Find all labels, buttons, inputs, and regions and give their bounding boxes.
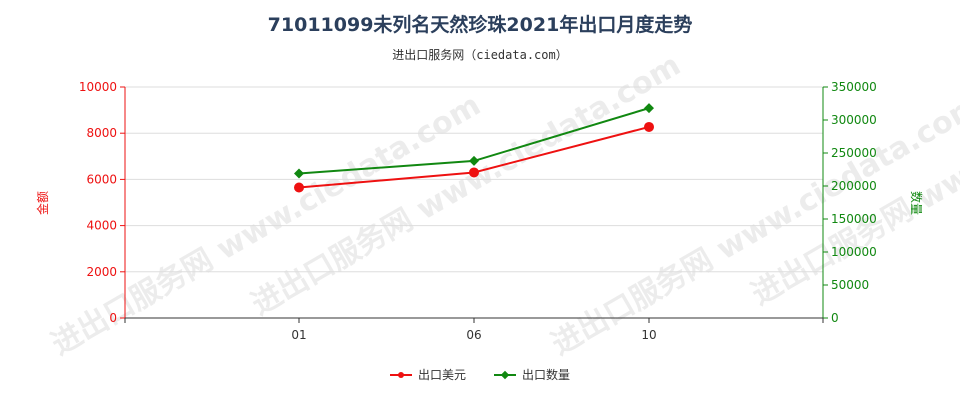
y-tick-label-right: 200000: [831, 179, 877, 193]
data-point: [469, 155, 479, 166]
y-tick-label-right: 350000: [831, 80, 877, 94]
y-axis-title-left: 金额: [35, 191, 50, 215]
y-tick-label-left: 10000: [79, 80, 117, 94]
legend-item-series-1[interactable]: 出口美元: [389, 366, 466, 383]
chart-title: 71011099未列名天然珍珠2021年出口月度走势: [267, 14, 693, 36]
legend-swatch-series-1: [389, 370, 412, 380]
data-point: [469, 167, 479, 178]
legend-item-series-2[interactable]: 出口数量: [494, 366, 570, 383]
y-tick-label-left: 8000: [86, 126, 117, 140]
legend-swatch-series-2: [494, 370, 516, 380]
y-tick-label-left: 2000: [86, 265, 117, 279]
y-tick-label-right: 150000: [831, 212, 877, 226]
data-point: [294, 168, 304, 179]
y-tick-label-right: 50000: [831, 278, 869, 292]
y-tick-label-right: 300000: [831, 113, 877, 127]
x-tick-label: 10: [641, 328, 656, 342]
y-tick-label-left: 0: [109, 311, 117, 325]
chart-subtitle: 进出口服务网（ciedata.com）: [392, 48, 568, 62]
legend: 出口美元 出口数量: [0, 366, 960, 383]
legend-label-series-1: 出口美元: [417, 368, 466, 382]
y-tick-label-right: 250000: [831, 146, 877, 160]
legend-label-series-2: 出口数量: [522, 368, 571, 382]
y-tick-label-right: 0: [831, 311, 839, 325]
y-tick-label-left: 6000: [86, 172, 117, 186]
data-point: [644, 121, 654, 132]
y-tick-label-left: 4000: [86, 219, 117, 233]
x-tick-label: 06: [466, 328, 481, 342]
y-tick-label-right: 100000: [831, 245, 877, 259]
data-point: [644, 103, 654, 114]
y-axis-title-right: 数量: [909, 191, 924, 215]
data-point: [294, 182, 304, 193]
x-tick-label: 01: [291, 328, 306, 342]
